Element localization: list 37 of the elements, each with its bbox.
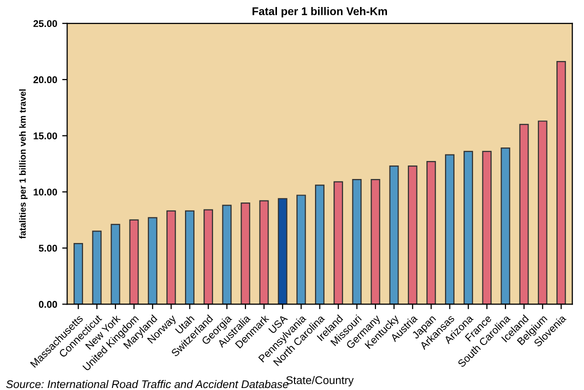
bar [315,184,324,304]
bar [92,230,102,304]
bar [482,150,492,304]
bar [445,154,454,304]
bar [296,194,306,304]
bar [110,224,120,304]
bar [334,181,344,304]
bar [464,150,474,304]
y-tick-label: 5.00 [38,244,58,252]
bar [166,210,176,304]
bar [556,61,566,304]
bar [148,217,158,304]
chart-title: Fatal per 1 billion Veh-Km [252,7,387,18]
bar [389,165,399,304]
y-tick-label: 0.00 [38,300,58,308]
bar [426,161,436,304]
bar [74,242,84,304]
bar [129,219,139,304]
bar [222,204,232,304]
bar [500,148,510,304]
y-tick-label: 15.00 [34,132,58,140]
y-tick-label: 25.00 [33,20,58,28]
bar [259,200,269,304]
bar [538,120,548,304]
bar [519,124,529,304]
bar [204,209,214,304]
bar [278,198,288,304]
bar [352,178,362,304]
bar [185,210,194,304]
y-tick-label: 10.00 [34,188,58,196]
bar [408,165,418,304]
bar [370,178,380,304]
source-note: Source: International Road Traffic and Accident Database [6,380,288,388]
y-tick-label: 20.00 [33,76,58,84]
x-axis-title: State/Country [286,376,354,386]
y-axis-title: fatalities per 1 billion veh km travel [19,89,28,239]
bar [240,202,250,304]
